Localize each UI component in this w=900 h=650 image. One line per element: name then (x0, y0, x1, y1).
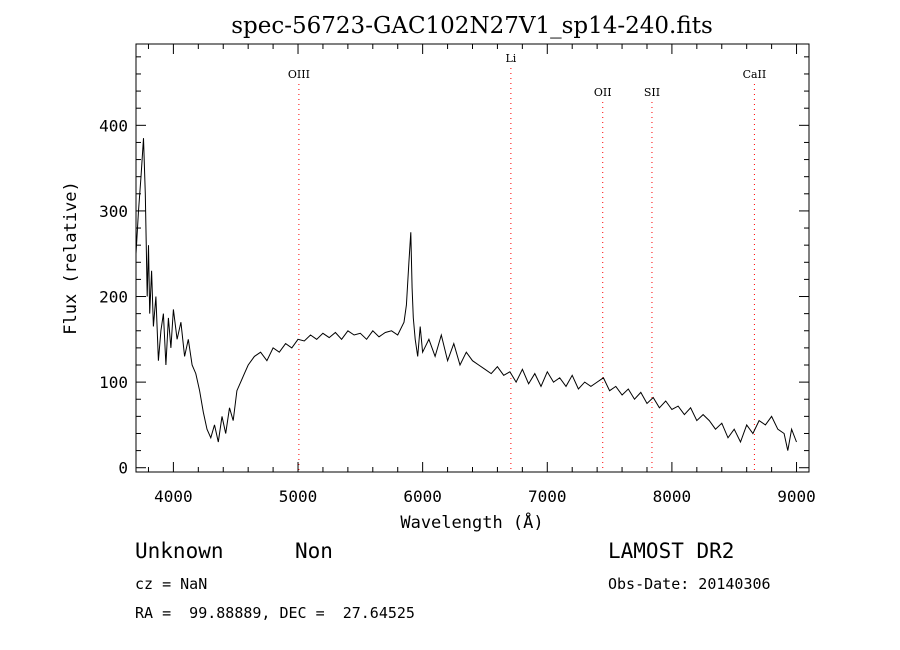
y-tick-label: 0 (118, 459, 128, 478)
y-tick-label: 400 (99, 116, 128, 135)
spectral-line-label: SII (644, 86, 660, 99)
coordinates-label: RA = 99.88889, DEC = 27.64525 (135, 604, 415, 622)
x-tick-label: 8000 (653, 487, 692, 506)
chart-title: spec-56723-GAC102N27V1_sp14-240.fits (231, 13, 713, 39)
subclass-label: Non (295, 539, 333, 563)
x-tick-label: 5000 (279, 487, 318, 506)
x-tick-label: 4000 (154, 487, 193, 506)
spectrum-chart: spec-56723-GAC102N27V1_sp14-240.fits OII… (61, 13, 816, 533)
spectral-line-label: Li (505, 52, 516, 65)
x-tick-label: 9000 (777, 487, 816, 506)
spectrum-line (135, 138, 797, 451)
class-label: Unknown (135, 539, 224, 563)
y-tick-label: 100 (99, 373, 128, 392)
spectral-line-label: CaII (743, 68, 767, 81)
y-axis-label: Flux (relative) (61, 181, 81, 335)
cz-label: cz = NaN (135, 575, 208, 593)
plot-frame (135, 43, 810, 473)
x-axis: 4000 5000 6000 7000 8000 9000 (147, 44, 816, 506)
x-axis-label: Wavelength (Å) (400, 511, 543, 533)
y-axis: 0 100 200 300 400 (99, 56, 809, 478)
obs-date-label: Obs-Date: 20140306 (608, 575, 771, 593)
spectral-line-markers: OIII Li OII SII CaII (288, 52, 766, 472)
spectral-line-label: OIII (288, 68, 310, 81)
y-tick-label: 200 (99, 288, 128, 307)
x-tick-label: 6000 (403, 487, 442, 506)
y-tick-label: 300 (99, 202, 128, 221)
x-tick-label: 7000 (528, 487, 567, 506)
survey-label: LAMOST DR2 (608, 539, 735, 563)
spectral-line-label: OII (594, 86, 612, 99)
